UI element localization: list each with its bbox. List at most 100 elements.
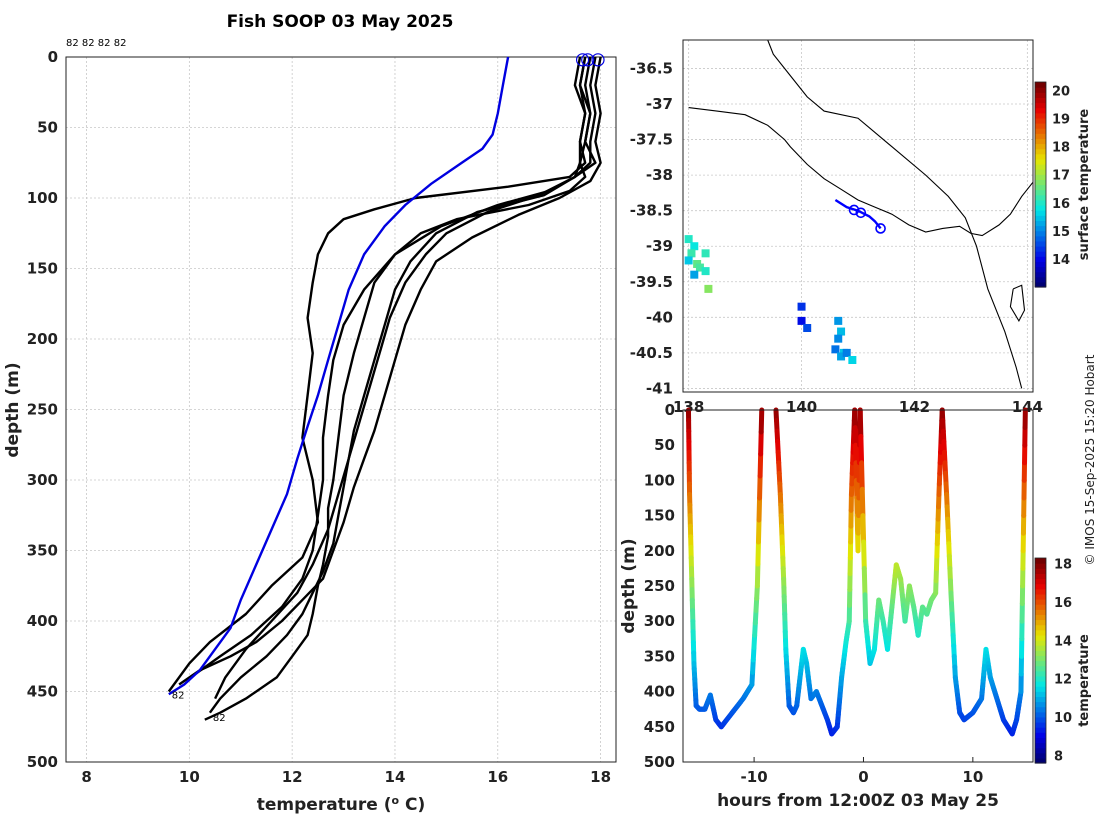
map-lat-tick-label: -41 xyxy=(646,379,673,397)
colorbar-segment xyxy=(1035,220,1046,227)
colorbar-tick-label: 16 xyxy=(1052,197,1070,212)
colorbar-segment xyxy=(1035,737,1046,744)
map-lat-tick-label: -38 xyxy=(646,166,673,184)
colorbar-segment xyxy=(1035,609,1046,615)
time-depth-y-tick-label: 500 xyxy=(644,753,675,771)
coastline xyxy=(688,107,1034,237)
colorbar-segment xyxy=(1035,205,1046,211)
time-depth-y-tick-label: 450 xyxy=(644,718,675,736)
climatology-line xyxy=(168,56,510,696)
colorbar-segment xyxy=(1035,593,1046,600)
colorbar-segment xyxy=(1035,199,1046,206)
cast-segment xyxy=(857,407,864,439)
colorbar-tick-label: 8 xyxy=(1054,749,1063,764)
profile-line xyxy=(178,56,602,686)
colorbar-tick-label: 17 xyxy=(1052,169,1070,184)
profiles-y-tick-label: 250 xyxy=(27,401,58,419)
colorbar-segment xyxy=(1035,686,1046,692)
surface-temperature-point xyxy=(687,249,696,258)
colorbar-tick-label: 16 xyxy=(1054,596,1072,611)
time-depth-y-tick-label: 350 xyxy=(644,647,675,665)
profile-line xyxy=(167,56,587,693)
colorbar-tick-label: 12 xyxy=(1054,673,1072,688)
cast-segment xyxy=(755,517,762,545)
profiles-series: 82 82 xyxy=(167,53,605,724)
time-depth-axes-frame xyxy=(682,409,1034,763)
cast-segment xyxy=(757,451,764,479)
map-ticks: 138 140 142 144 -36.5 -37 -37.5 -38 -38.5 -39 -39.… xyxy=(630,59,1043,416)
colorbar-segment xyxy=(1035,604,1046,610)
copyright-text: © IMOS 15-Sep-2025 15:20 Hobart xyxy=(1083,354,1097,565)
colorbar-segment xyxy=(1035,215,1046,221)
colorbar-segment xyxy=(1035,281,1046,288)
profile-ids-label: 82 82 82 82 xyxy=(66,38,126,49)
coastline xyxy=(767,39,1023,389)
cast-segment xyxy=(861,565,868,598)
map-lat-tick-label: -39.5 xyxy=(630,273,673,291)
colorbar-segment xyxy=(1035,675,1046,682)
cast-segment xyxy=(756,495,763,523)
surface-temperature-point xyxy=(690,242,699,251)
colorbar-segment xyxy=(1035,742,1046,749)
time-depth-x-axis-label: hours from 12:00Z 03 May 25 xyxy=(717,791,999,811)
profiles-panel: 82 82 8 10 12 14 16 18 0 50 100 150 200 250 300 350 400… xyxy=(3,48,617,815)
colorbar-segment xyxy=(1035,614,1046,621)
colorbar-segment xyxy=(1035,701,1046,708)
cast-segment xyxy=(858,433,865,466)
profiles-y-tick-label: 450 xyxy=(27,683,58,701)
colorbar-segment xyxy=(1035,194,1046,201)
surface-temperature-point xyxy=(803,324,812,332)
surface-temperature-point xyxy=(834,316,843,325)
cast-segment xyxy=(861,539,867,571)
colorbar-segment xyxy=(1035,87,1046,93)
surface-temperature-point xyxy=(797,316,806,325)
colorbar-tick-label: 20 xyxy=(1052,84,1070,99)
profiles-x-tick-label: 18 xyxy=(590,768,611,786)
profile-end-label: 82 xyxy=(213,713,226,724)
colorbar-segment xyxy=(1035,757,1046,764)
colorbar-segment xyxy=(1035,747,1046,754)
profile-line xyxy=(204,56,587,721)
colorbar-segment xyxy=(1035,588,1046,595)
time-depth-y-tick-label: 150 xyxy=(644,507,675,525)
cast-segment xyxy=(860,513,867,545)
colorbar-segment xyxy=(1035,240,1046,247)
profile-line xyxy=(193,56,592,676)
colorbar-segment xyxy=(1035,164,1046,170)
colorbar-segment xyxy=(1035,645,1046,651)
colorbar-segment xyxy=(1035,660,1046,667)
profile-end-label: 82 xyxy=(172,690,185,701)
profile-line xyxy=(214,56,597,700)
surface-temperature-point xyxy=(837,352,846,361)
colorbar-segment xyxy=(1035,102,1046,109)
profiles-y-tick-label: 500 xyxy=(27,753,58,771)
profiles-grid xyxy=(66,56,616,763)
colorbar-segment xyxy=(1035,629,1046,636)
colorbar-segment xyxy=(1035,256,1046,262)
cast-segment xyxy=(758,429,764,457)
time-depth-colorbar: 8 10 12 14 16 18 temperature xyxy=(1034,557,1092,764)
colorbar-segment xyxy=(1035,732,1046,738)
map-lat-tick-label: -40.5 xyxy=(630,344,673,362)
profiles-ticks: 8 10 12 14 16 18 0 50 100 150 200 250 300 350 400 450 50… xyxy=(27,48,611,786)
cast-segment xyxy=(859,486,866,519)
colorbar-segment xyxy=(1035,251,1046,257)
colorbar-segment xyxy=(1035,174,1046,180)
colorbar-segment xyxy=(1035,583,1046,590)
colorbar-segment xyxy=(1035,706,1046,713)
time-depth-y-tick-label: 200 xyxy=(644,542,675,560)
surface-temperature-point xyxy=(831,345,840,354)
surface-temperature-point xyxy=(704,284,713,293)
colorbar-segment xyxy=(1035,128,1046,134)
profiles-x-axis-label: temperature (o C) xyxy=(257,794,426,815)
colorbar-segment xyxy=(1035,578,1046,585)
colorbar-segment xyxy=(1035,640,1046,646)
profiles-x-tick-label: 16 xyxy=(487,768,508,786)
profiles-y-tick-label: 150 xyxy=(27,260,58,278)
station-marker xyxy=(855,207,867,219)
station-marker xyxy=(875,223,886,234)
colorbar-segment xyxy=(1035,681,1046,687)
map-lat-tick-label: -38.5 xyxy=(630,202,673,220)
